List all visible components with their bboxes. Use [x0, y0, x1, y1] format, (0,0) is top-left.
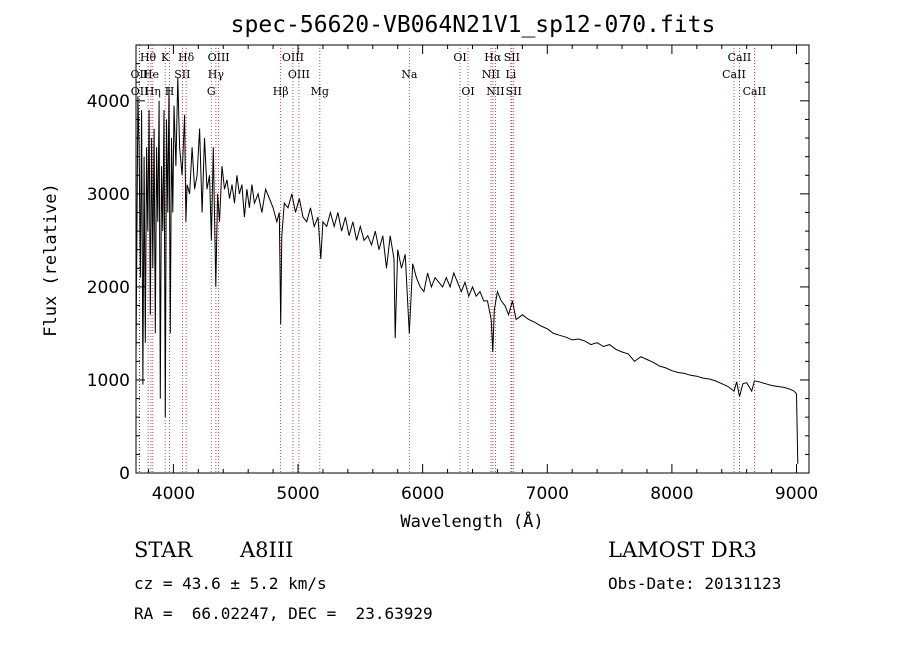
spectrum-line — [135, 77, 799, 464]
y-tick-label-3: 3000 — [87, 185, 130, 205]
line-label-21: NII — [486, 85, 504, 98]
observation-date: Obs-Date: 20131123 — [608, 574, 782, 593]
x-tick-label-4: 8000 — [650, 484, 693, 504]
line-label-3: OII — [131, 68, 149, 81]
line-label-22: SII — [504, 51, 520, 64]
line-label-26: CaII — [722, 68, 746, 81]
x-tick-label-5: 9000 — [775, 484, 818, 504]
plot-frame — [135, 44, 810, 474]
line-label-23: Li — [505, 68, 516, 81]
y-tick-label-4: 4000 — [87, 92, 130, 112]
line-label-1: Hθ — [140, 51, 157, 64]
x-tick-label-0: 4000 — [152, 484, 195, 504]
y-tick-label-2: 2000 — [87, 278, 130, 298]
object-type: STAR — [134, 538, 193, 562]
y-axis-label: Flux (relative) — [41, 183, 61, 337]
x-axis-ticks: 4000 5000 6000 7000 8000 9000 — [147, 45, 818, 504]
line-label-16: Na — [401, 68, 418, 81]
line-label-18: OI — [461, 85, 474, 98]
line-label-25: CaII — [728, 51, 752, 64]
line-label-6: OII — [131, 85, 149, 98]
line-label-15: Mg — [311, 85, 329, 98]
redshift-velocity: cz = 43.6 ± 5.2 km/s — [134, 574, 327, 593]
spectral-subclass: A8III — [240, 538, 294, 562]
ra-dec-coordinates: RA = 66.02247, DEC = 23.63929 — [134, 604, 433, 623]
line-label-0: Hδ — [178, 51, 195, 64]
y-tick-label-0: 0 — [119, 464, 130, 484]
line-label-20: NII — [482, 68, 500, 81]
line-label-5: SII — [174, 68, 190, 81]
line-label-12: OIII — [282, 51, 304, 64]
line-label-2: K — [161, 51, 170, 64]
line-label-17: OI — [453, 51, 466, 64]
x-axis-label: Wavelength (Å) — [400, 510, 543, 532]
survey-name: LAMOST DR3 — [608, 538, 757, 562]
line-label-10: Hγ — [208, 68, 225, 81]
line-label-7: Hη — [145, 85, 161, 98]
line-label-27: CaII — [743, 85, 767, 98]
line-label-24: SII — [506, 85, 522, 98]
line-label-4: He — [143, 68, 159, 81]
y-axis-ticks: 0 1000 2000 3000 4000 — [87, 44, 809, 484]
line-label-19: Hα — [484, 51, 502, 64]
line-label-14: Hβ — [273, 85, 289, 98]
y-tick-label-1: 1000 — [87, 371, 130, 391]
line-label-8: H — [165, 85, 175, 98]
line-label-9: OIII — [208, 51, 230, 64]
x-tick-label-2: 6000 — [401, 484, 444, 504]
line-label-13: OIII — [288, 68, 310, 81]
line-label-11: G — [207, 85, 216, 98]
chart-title: spec-56620-VB064N21V1_sp12-070.fits — [231, 12, 716, 38]
x-tick-label-1: 5000 — [276, 484, 319, 504]
spectral-line-markers — [138, 45, 755, 473]
x-tick-label-3: 7000 — [526, 484, 569, 504]
